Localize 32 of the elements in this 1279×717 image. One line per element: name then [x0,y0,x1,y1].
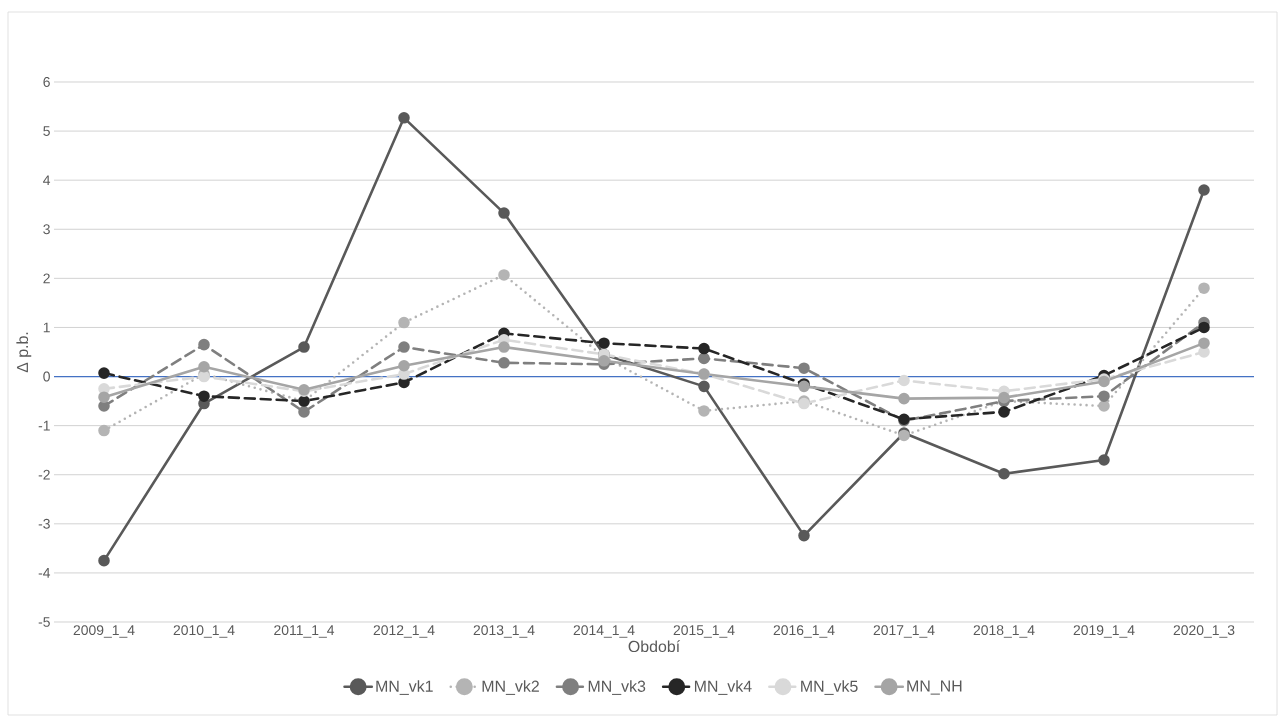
y-tick-label: 1 [43,322,50,333]
y-tick-label: -5 [38,617,50,627]
x-tick-label: 2010_1_4 [173,625,235,638]
legend-label: MN_vk3 [588,680,646,695]
y-axis-title: Δ p.b. [16,332,32,373]
x-tick-label: 2014_1_4 [573,625,635,638]
x-axis-title: Období [628,640,681,653]
legend-label: MN_NH [907,680,962,695]
y-tick-label: -1 [38,420,50,431]
legend-label: MN_vk2 [482,680,539,695]
y-tick-label: -3 [38,518,50,529]
y-tick-label: 2 [43,273,50,284]
x-tick-label: 2013_1_4 [473,625,535,638]
x-tick-label: 2020_1_3 [1173,625,1235,638]
x-tick-label: 2011_1_4 [274,625,335,638]
y-tick-label: 6 [43,77,50,87]
y-tick-label: 0 [43,371,50,382]
x-tick-label: 2019_1_4 [1073,625,1135,638]
legend-label: MN_vk4 [694,680,752,695]
x-tick-label: 2015_1_4 [673,625,735,638]
y-tick-label: 3 [43,224,50,235]
legend-label: MN_vk1 [376,680,433,695]
x-tick-label: 2018_1_4 [973,625,1035,638]
x-tick-label: 2012_1_4 [373,625,435,638]
y-tick-label: 4 [43,175,51,185]
x-tick-label: 2017_1_4 [873,625,935,638]
legend-label: MN_vk5 [801,680,858,695]
x-tick-label: 2016_1_4 [773,625,835,638]
y-tick-label: 5 [43,126,50,136]
x-tick-label: 2009_1_4 [73,625,135,638]
y-tick-label: -2 [38,469,50,480]
y-tick-label: -4 [38,568,51,578]
